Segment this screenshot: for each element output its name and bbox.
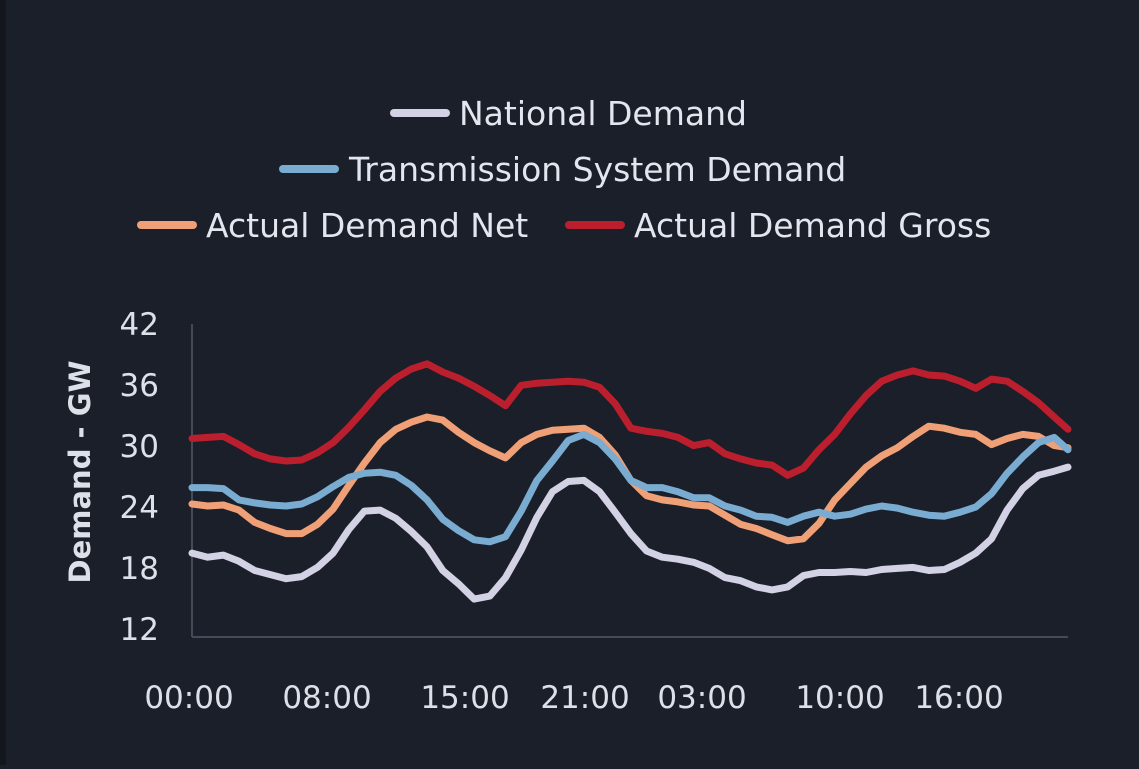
y-tick-label: 24 xyxy=(120,490,159,526)
series-lines xyxy=(188,360,1072,603)
y-tick-label: 30 xyxy=(120,429,159,465)
y-tick-label: 12 xyxy=(120,612,159,648)
y-axis-ticks: 42 36 30 24 18 12 xyxy=(120,307,159,648)
legend: National Demand Transmission System Dema… xyxy=(137,94,991,245)
series-line-transmission-system-demand[interactable] xyxy=(188,430,1072,546)
y-tick-label: 18 xyxy=(120,551,159,587)
x-tick-label: 10:00 xyxy=(795,680,884,716)
x-tick-label: 08:00 xyxy=(282,680,371,716)
y-tick-label: 36 xyxy=(120,368,159,404)
legend-item-actual-demand-gross[interactable]: Actual Demand Gross xyxy=(565,206,991,245)
legend-label-actual-demand-net: Actual Demand Net xyxy=(206,206,528,245)
x-axis-ticks: 00:00 08:00 15:00 21:00 03:00 10:00 16:0… xyxy=(144,680,1003,716)
series-line-actual-demand-gross[interactable] xyxy=(188,360,1072,479)
legend-item-actual-demand-net[interactable]: Actual Demand Net xyxy=(137,206,528,245)
x-tick-label: 00:00 xyxy=(144,680,233,716)
series-line-national-demand[interactable] xyxy=(188,463,1072,603)
legend-item-national-demand[interactable]: National Demand xyxy=(390,94,747,133)
line-chart: National Demand Transmission System Dema… xyxy=(63,94,1072,716)
x-tick-label: 03:00 xyxy=(657,680,746,716)
legend-label-transmission-system-demand: Transmission System Demand xyxy=(348,150,846,189)
legend-item-transmission-system-demand[interactable]: Transmission System Demand xyxy=(279,150,846,189)
x-tick-label: 15:00 xyxy=(420,680,509,716)
y-tick-label: 42 xyxy=(120,307,159,343)
legend-label-actual-demand-gross: Actual Demand Gross xyxy=(634,206,991,245)
x-tick-label: 16:00 xyxy=(914,680,1003,716)
x-tick-label: 21:00 xyxy=(540,680,629,716)
legend-label-national-demand: National Demand xyxy=(459,94,747,133)
y-axis-title: Demand - GW xyxy=(63,361,97,584)
